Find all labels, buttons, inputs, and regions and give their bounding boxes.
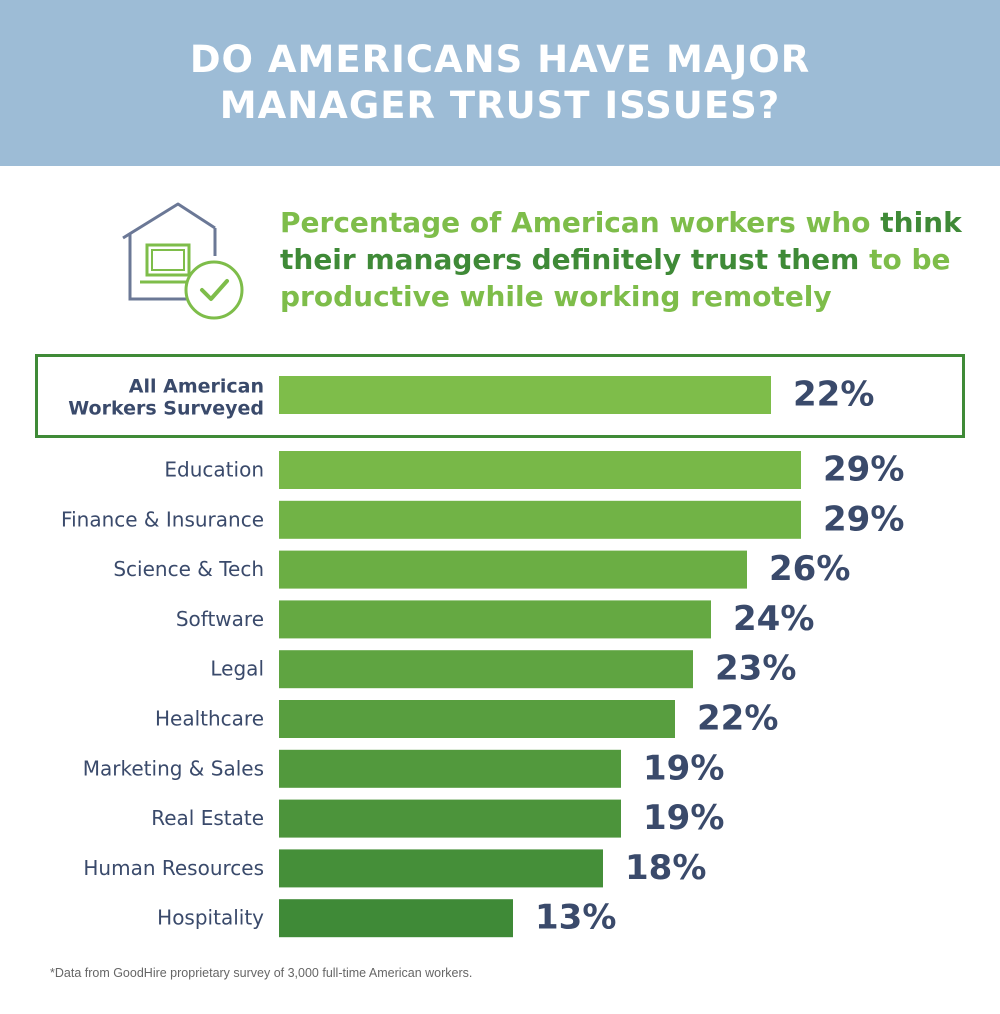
category-label-8: Human Resources	[83, 856, 264, 880]
bar-3	[279, 600, 711, 639]
category-label-6: Marketing & Sales	[83, 756, 264, 780]
bar-2	[279, 550, 747, 589]
category-label-highlight-line1: All American	[129, 376, 264, 398]
footnote: *Data from GoodHire proprietary survey o…	[50, 966, 473, 980]
category-label-9: Hospitality	[157, 906, 264, 930]
bar-9	[279, 899, 513, 938]
value-label-5: 22%	[697, 699, 778, 739]
chart-subtitle: Percentage of American workers who think…	[280, 204, 970, 315]
value-label-3: 24%	[733, 599, 814, 639]
bar-6	[279, 749, 621, 788]
value-label-6: 19%	[643, 748, 724, 788]
category-label-0: Education	[164, 458, 264, 482]
subtitle-emphasis: think their managers definitely trust th…	[280, 206, 962, 276]
category-label-5: Healthcare	[155, 707, 264, 731]
header-banner: DO AMERICANS HAVE MAJOR MANAGER TRUST IS…	[0, 0, 1000, 166]
bar-1	[279, 500, 801, 539]
category-label-4: Legal	[210, 657, 264, 681]
value-label-0: 29%	[823, 450, 904, 490]
bar-7	[279, 799, 621, 838]
bar-8	[279, 849, 603, 888]
house-laptop-check-icon	[118, 196, 250, 326]
highlight-box	[35, 354, 965, 438]
bar-0	[279, 451, 801, 489]
bar-highlight	[279, 376, 771, 414]
value-label-4: 23%	[715, 649, 796, 689]
category-label-7: Real Estate	[151, 806, 264, 830]
subtitle-part1: Percentage of American workers who	[280, 206, 881, 239]
value-label-7: 19%	[643, 798, 724, 838]
category-label-highlight-line2: Workers Surveyed	[68, 398, 264, 420]
value-label-9: 13%	[535, 898, 616, 938]
category-label-2: Science & Tech	[113, 557, 264, 581]
value-label-1: 29%	[823, 499, 904, 539]
subtitle-part3: to be productive while working remotely	[280, 243, 951, 313]
value-label-8: 18%	[625, 848, 706, 888]
bar-4	[279, 650, 693, 689]
page-title: DO AMERICANS HAVE MAJOR MANAGER TRUST IS…	[189, 38, 811, 127]
category-label-1: Finance & Insurance	[61, 507, 264, 531]
bar-5	[279, 700, 675, 738]
value-label-2: 26%	[769, 549, 850, 589]
category-label-3: Software	[176, 607, 264, 631]
value-label-highlight: 22%	[793, 375, 874, 415]
